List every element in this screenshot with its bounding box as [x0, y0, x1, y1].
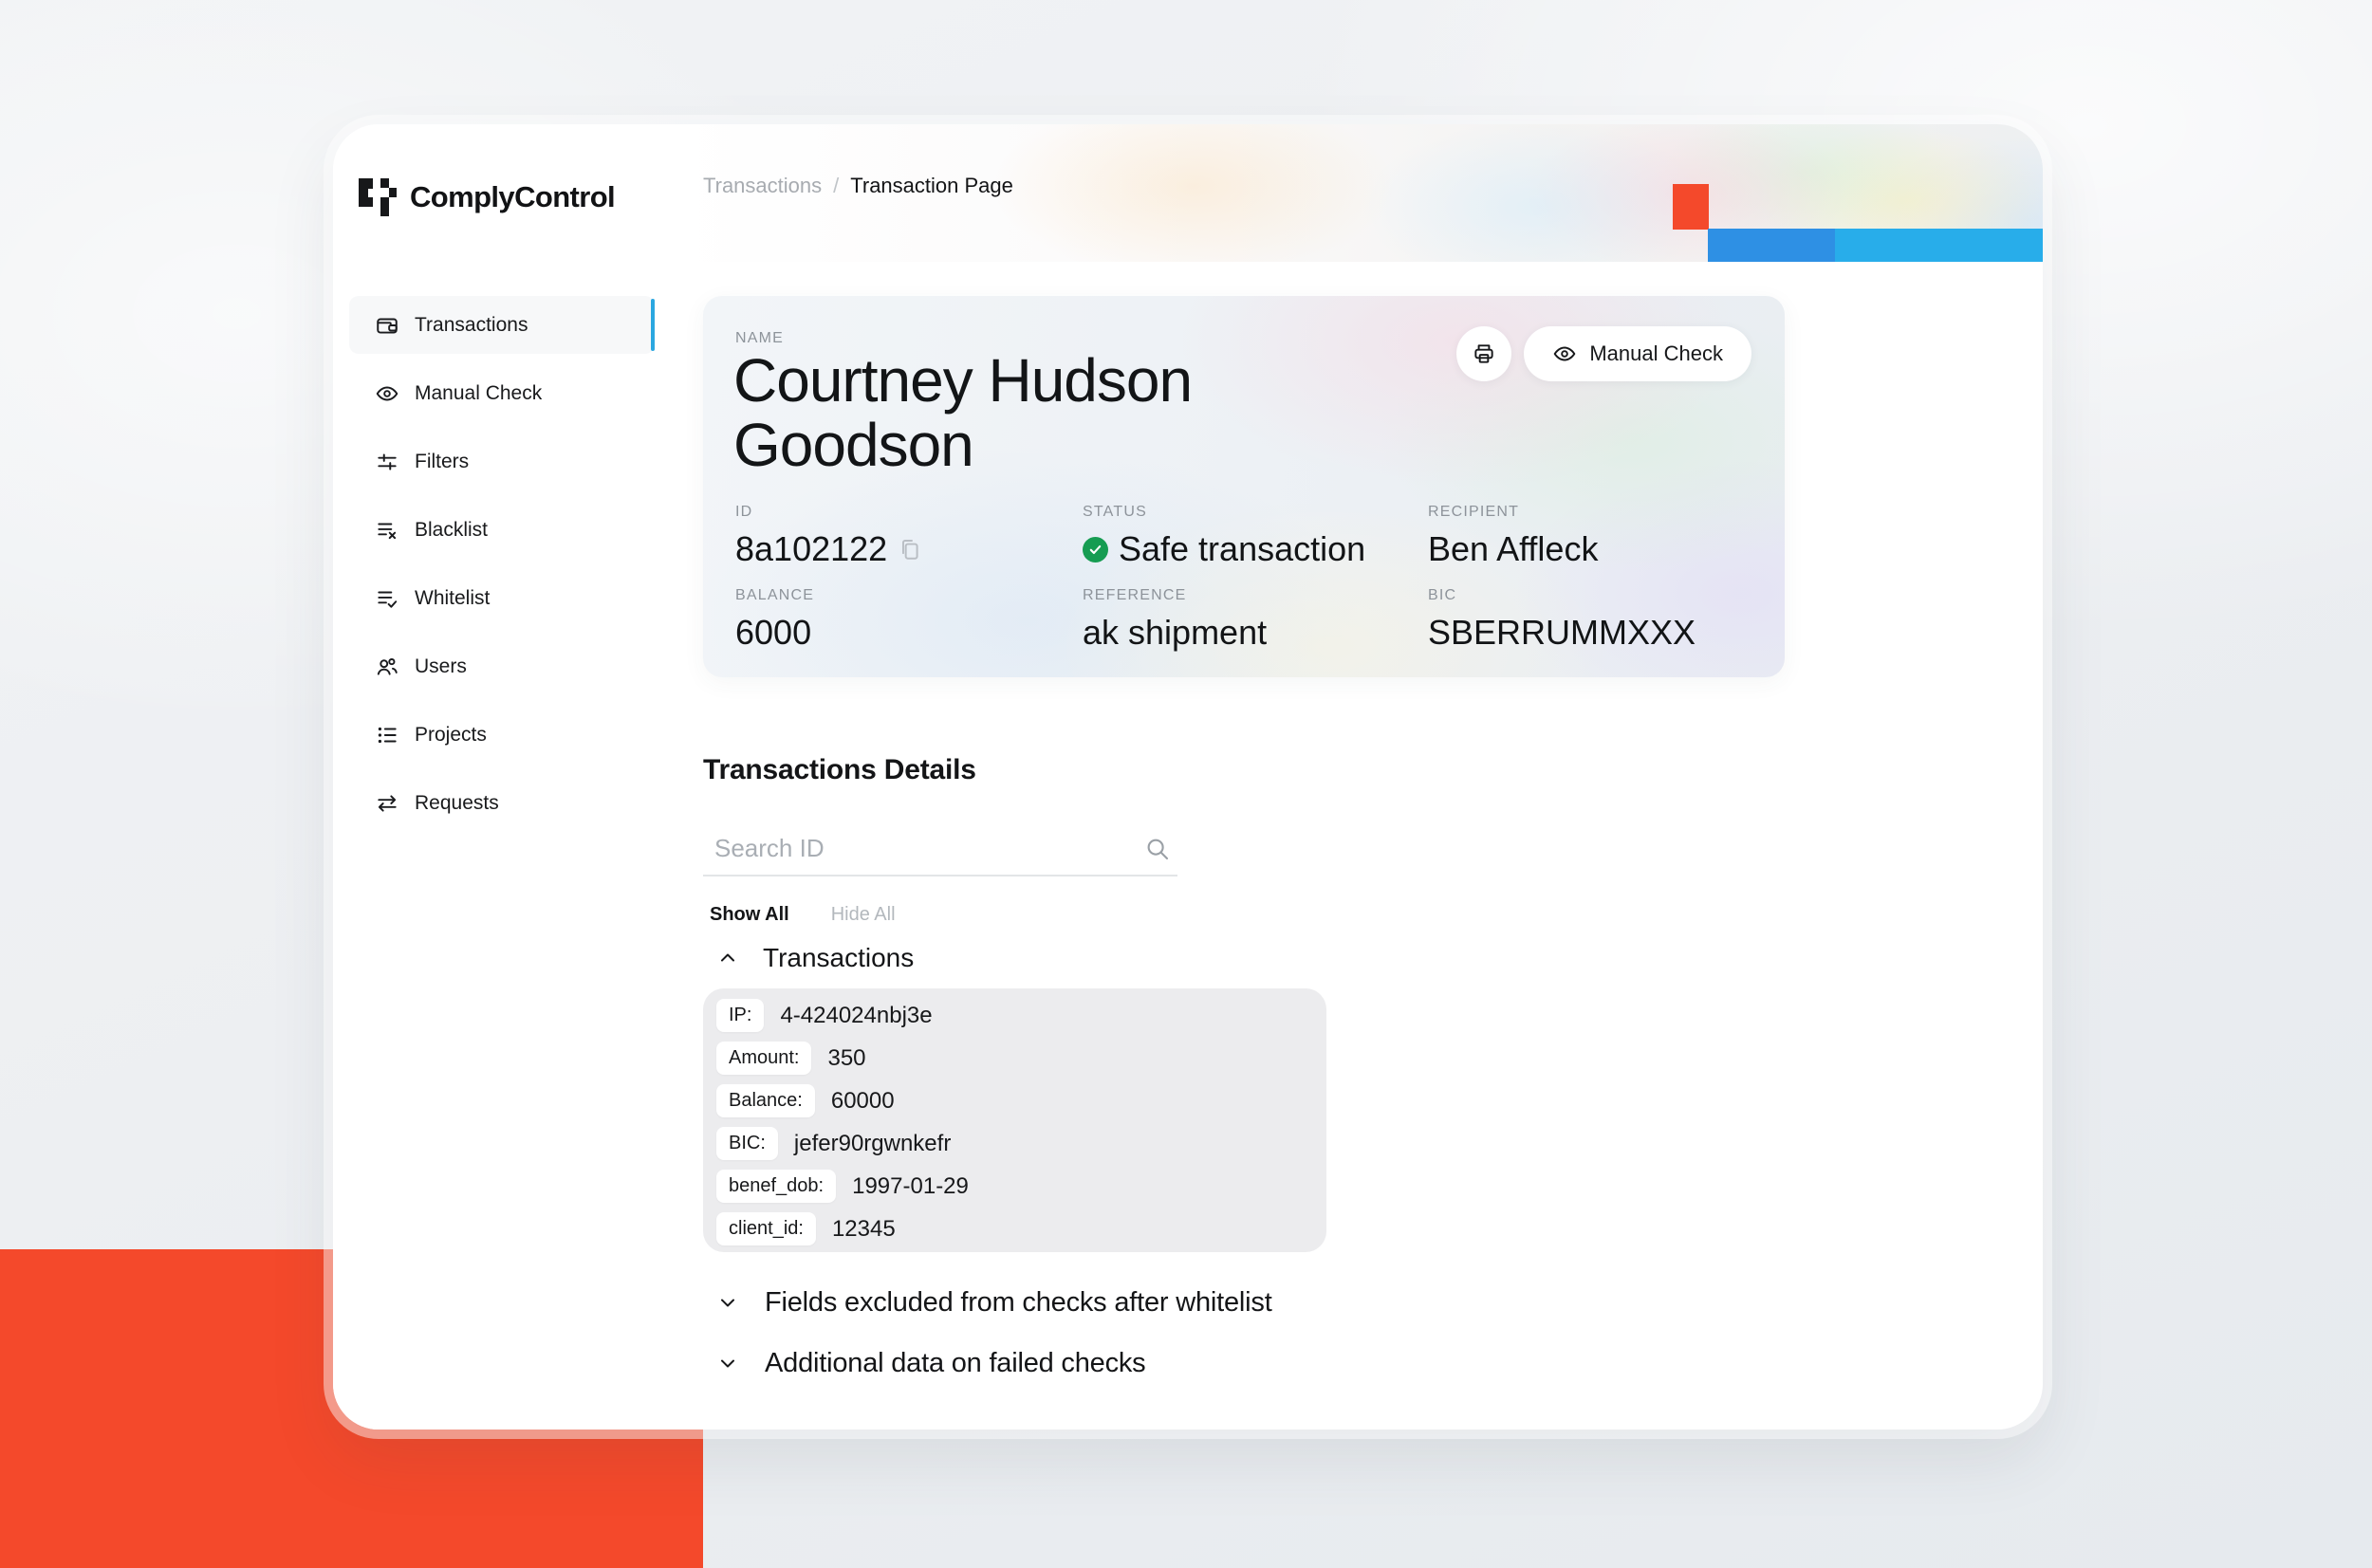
search-input[interactable]: [703, 821, 1121, 875]
transaction-hero-card: NAME Courtney Hudson Goodson Manual Chec…: [703, 296, 1785, 677]
balance-value: 6000: [735, 613, 812, 652]
arrows-swap-icon: [378, 794, 397, 812]
breadcrumb-separator: /: [833, 174, 840, 197]
sidebar-item-transactions[interactable]: Transactions: [349, 296, 655, 354]
field-key: IP:: [716, 999, 765, 1032]
copy-id-button[interactable]: [898, 537, 922, 562]
sidebar-item-requests[interactable]: Requests: [349, 774, 655, 832]
field-value: 60000: [830, 1087, 895, 1114]
sidebar-item-label: Filters: [415, 450, 470, 472]
brand-name: ComplyControl: [410, 180, 616, 213]
check-circle-icon: [1083, 536, 1108, 563]
field-key: Balance:: [716, 1084, 815, 1117]
eye-icon: [376, 386, 398, 400]
bic-label: BIC: [1428, 587, 1457, 603]
eye-icon: [1554, 346, 1576, 361]
decorative-blue-bar-light: [1835, 229, 2043, 262]
users-icon: [377, 657, 398, 675]
field-value: jefer90rgwnkefr: [793, 1130, 952, 1156]
sidebar-item-label: Requests: [415, 791, 499, 814]
sidebar-item-filters[interactable]: Filters: [349, 433, 655, 490]
sidebar-item-blacklist[interactable]: Blacklist: [349, 501, 655, 559]
field-row-ip: IP: 4-424024nbj3e: [716, 994, 1326, 1037]
breadcrumb-current: Transaction Page: [850, 174, 1013, 197]
sidebar-item-label: Manual Check: [415, 381, 543, 404]
field-key: client_id:: [716, 1212, 816, 1245]
collapsed-section-title: Additional data on failed checks: [765, 1347, 1146, 1378]
decorative-orange-square: [1673, 184, 1709, 230]
transaction-fields-panel: IP: 4-424024nbj3e Amount: 350 Balance: 6…: [703, 988, 1326, 1252]
field-value: 1997-01-29: [852, 1172, 969, 1199]
recipient-label: RECIPIENT: [1428, 504, 1520, 520]
brand-logo-icon: [359, 178, 397, 216]
sliders-icon: [378, 452, 397, 470]
brand-logo[interactable]: ComplyControl: [359, 178, 616, 216]
details-section-title: Transactions Details: [703, 754, 976, 785]
collapsed-section-title: Fields excluded from checks after whitel…: [765, 1286, 1272, 1318]
wallet-icon: [377, 318, 398, 334]
field-row-bic: BIC: jefer90rgwnkefr: [716, 1122, 1326, 1165]
sidebar-item-label: Transactions: [415, 313, 528, 336]
list-icon: [378, 727, 397, 743]
id-text: 8a102122: [735, 529, 888, 568]
status-value: Safe transaction: [1083, 529, 1365, 569]
field-row-benef-dob: benef_dob: 1997-01-29: [716, 1165, 1326, 1208]
field-row-amount: Amount: 350: [716, 1037, 1326, 1079]
show-all-link[interactable]: Show All: [710, 903, 789, 925]
expand-collapse-links: Show All Hide All: [710, 900, 896, 929]
app-window: ComplyControl Transactions Manual Check …: [333, 124, 2043, 1430]
search-icon[interactable]: [1143, 835, 1172, 863]
transactions-section-title: Transactions: [763, 943, 915, 972]
reference-value: ak shipment: [1083, 613, 1268, 652]
breadcrumb-parent-link[interactable]: Transactions: [703, 174, 823, 197]
sidebar-item-users[interactable]: Users: [349, 637, 655, 695]
decorative-blue-bar-dark: [1708, 229, 1835, 262]
search-field: [703, 821, 1177, 876]
chevron-down-icon: [721, 1359, 734, 1368]
print-icon: [1474, 344, 1494, 363]
id-value: 8a102122: [735, 529, 922, 569]
id-label: ID: [735, 504, 753, 520]
field-row-balance: Balance: 60000: [716, 1079, 1326, 1122]
transaction-person-name: Courtney Hudson Goodson: [733, 346, 1193, 479]
list-x-icon: [378, 523, 397, 539]
status-label: STATUS: [1083, 504, 1147, 520]
top-banner: Transactions / Transaction Page: [673, 124, 2043, 262]
balance-label: BALANCE: [735, 587, 815, 603]
manual-check-button[interactable]: Manual Check: [1524, 326, 1751, 381]
field-value: 4-424024nbj3e: [780, 1002, 933, 1028]
sidebar-menu: Transactions Manual Check Filters Blackl…: [349, 296, 655, 842]
transactions-section-header[interactable]: Transactions: [716, 942, 914, 974]
bic-value: SBERRUMMXXX: [1428, 613, 1696, 652]
breadcrumb: Transactions / Transaction Page: [703, 172, 1013, 200]
collapsed-section-failed-checks[interactable]: Additional data on failed checks: [716, 1347, 1146, 1379]
field-key: benef_dob:: [716, 1170, 837, 1203]
collapsed-section-whitelist-fields[interactable]: Fields excluded from checks after whitel…: [716, 1286, 1272, 1319]
field-key: Amount:: [716, 1042, 812, 1075]
copy-icon: [902, 540, 918, 560]
sidebar-item-projects[interactable]: Projects: [349, 706, 655, 764]
sidebar-item-whitelist[interactable]: Whitelist: [349, 569, 655, 627]
name-label: NAME: [735, 330, 785, 346]
recipient-value: Ben Affleck: [1428, 529, 1599, 568]
chevron-up-icon: [721, 953, 734, 962]
hero-actions: Manual Check: [1456, 326, 1751, 381]
print-button[interactable]: [1456, 326, 1512, 381]
list-check-icon: [378, 591, 398, 608]
sidebar-item-label: Whitelist: [415, 586, 491, 609]
field-row-client-id: client_id: 12345: [716, 1208, 1326, 1250]
sidebar-item-label: Projects: [415, 723, 487, 746]
sidebar-item-manual-check[interactable]: Manual Check: [349, 364, 655, 422]
field-key: BIC:: [716, 1127, 778, 1160]
sidebar-item-label: Blacklist: [415, 518, 489, 541]
reference-label: REFERENCE: [1083, 587, 1187, 603]
sidebar-item-label: Users: [415, 655, 467, 677]
sidebar: ComplyControl Transactions Manual Check …: [333, 124, 673, 1430]
manual-check-label: Manual Check: [1589, 341, 1723, 365]
chevron-down-icon: [721, 1299, 734, 1307]
hide-all-link[interactable]: Hide All: [830, 903, 896, 925]
field-value: 350: [827, 1044, 866, 1071]
field-value: 12345: [831, 1215, 896, 1242]
status-text: Safe transaction: [1119, 529, 1366, 568]
